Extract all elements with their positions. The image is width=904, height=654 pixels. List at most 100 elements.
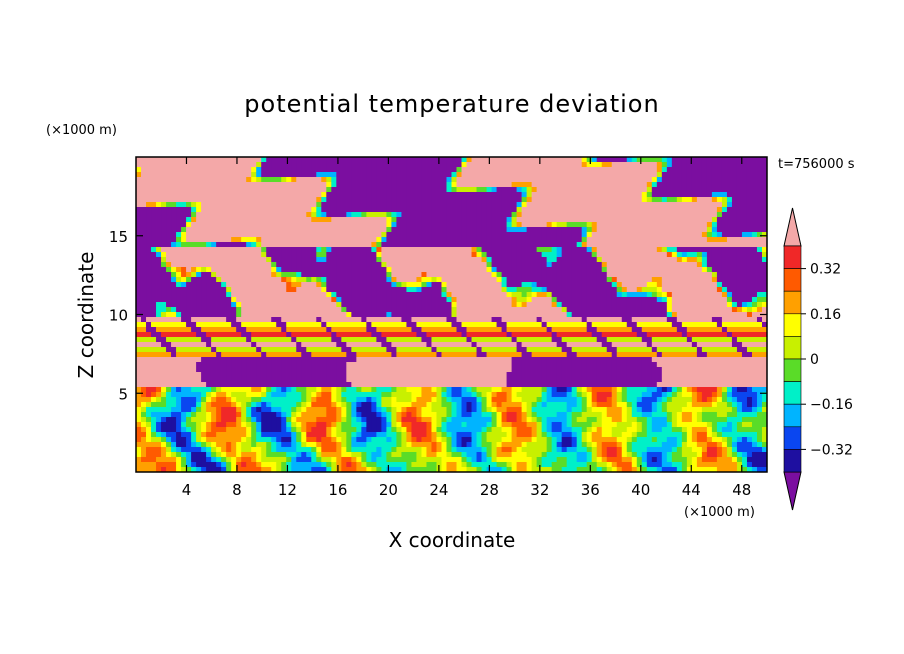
contour-cell — [161, 207, 167, 213]
contour-cell — [506, 292, 513, 298]
contour-cell — [216, 297, 222, 303]
contour-cell — [476, 307, 483, 313]
contour-cell — [496, 202, 503, 208]
contour-cell — [516, 247, 523, 253]
contour-cell — [721, 327, 728, 333]
contour-cell — [146, 352, 152, 358]
contour-cell — [241, 277, 247, 283]
contour-cell — [411, 157, 418, 163]
contour-cell — [706, 222, 713, 228]
contour-cell — [466, 222, 473, 228]
contour-cell — [461, 167, 468, 173]
contour-cell — [266, 197, 272, 203]
contour-cell — [316, 262, 322, 268]
contour-cell — [141, 222, 147, 228]
contour-cell — [556, 337, 563, 343]
contour-cell — [331, 272, 337, 278]
contour-cell — [311, 187, 317, 193]
contour-cell — [146, 232, 152, 238]
contour-cell — [181, 192, 187, 198]
contour-cell — [531, 247, 538, 253]
contour-cell — [751, 252, 758, 258]
contour-cell — [726, 237, 733, 243]
contour-cell — [166, 352, 172, 358]
contour-cell — [741, 317, 748, 323]
contour-cell — [496, 352, 503, 358]
contour-cell — [281, 327, 287, 333]
contour-cell — [486, 337, 493, 343]
contour-cell — [421, 207, 428, 213]
contour-cell — [631, 222, 638, 228]
contour-cell — [546, 232, 553, 238]
contour-cell — [606, 292, 613, 298]
contour-cell — [751, 202, 758, 208]
contour-cell — [546, 317, 553, 323]
contour-cell — [366, 212, 372, 218]
contour-cell — [136, 332, 142, 338]
contour-cell — [231, 347, 237, 353]
contour-cell — [481, 232, 488, 238]
contour-cell — [751, 262, 758, 268]
contour-cell — [136, 317, 142, 323]
contour-cell — [286, 202, 292, 208]
contour-cell — [376, 207, 382, 213]
contour-cell — [281, 317, 287, 323]
contour-cell — [616, 207, 623, 213]
contour-cell — [441, 207, 448, 213]
contour-cell — [301, 272, 307, 278]
contour-cell — [686, 312, 693, 318]
contour-cell — [576, 302, 583, 308]
contour-cell — [391, 217, 398, 223]
contour-cell — [436, 172, 443, 178]
contour-cell — [641, 327, 648, 333]
contour-cell — [671, 282, 678, 288]
contour-cell — [601, 202, 608, 208]
contour-cell — [636, 217, 643, 223]
contour-cell — [161, 347, 167, 353]
contour-cell — [181, 272, 187, 278]
contour-cell — [241, 327, 247, 333]
contour-cell — [346, 287, 352, 293]
contour-cell — [696, 207, 703, 213]
contour-cell — [246, 267, 252, 273]
contour-cell — [166, 342, 172, 348]
contour-cell — [726, 227, 733, 233]
contour-cell — [621, 307, 628, 313]
contour-cell — [676, 157, 683, 163]
contour-cell — [601, 172, 608, 178]
contour-cell — [276, 222, 282, 228]
contour-cell — [491, 287, 498, 293]
contour-cell — [166, 287, 172, 293]
contour-cell — [661, 157, 668, 163]
contour-cell — [541, 322, 548, 328]
contour-cell — [681, 172, 688, 178]
contour-cell — [476, 242, 483, 248]
contour-cell — [176, 197, 182, 203]
contour-cell — [271, 207, 277, 213]
contour-cell — [706, 232, 713, 238]
contour-cell — [616, 167, 623, 173]
contour-cell — [221, 327, 227, 333]
contour-cell — [156, 237, 162, 243]
contour-cell — [636, 177, 643, 183]
contour-cell — [161, 257, 167, 263]
contour-cell — [531, 197, 538, 203]
contour-cell — [501, 232, 508, 238]
contour-cell — [736, 312, 743, 318]
contour-cell — [606, 202, 613, 208]
contour-cell — [611, 247, 618, 253]
contour-cell — [476, 232, 483, 238]
contour-cell — [421, 337, 428, 343]
contour-cell — [716, 207, 723, 213]
contour-cell — [641, 342, 648, 348]
contour-cell — [701, 252, 708, 258]
contour-cell — [496, 237, 503, 243]
contour-cell — [281, 217, 287, 223]
contour-cell — [286, 352, 292, 358]
contour-cell — [751, 177, 758, 183]
contour-cell — [236, 267, 242, 273]
contour-cell — [661, 237, 668, 243]
contour-cell — [601, 307, 608, 313]
contour-cell — [576, 212, 583, 218]
contour-cell — [286, 262, 292, 268]
